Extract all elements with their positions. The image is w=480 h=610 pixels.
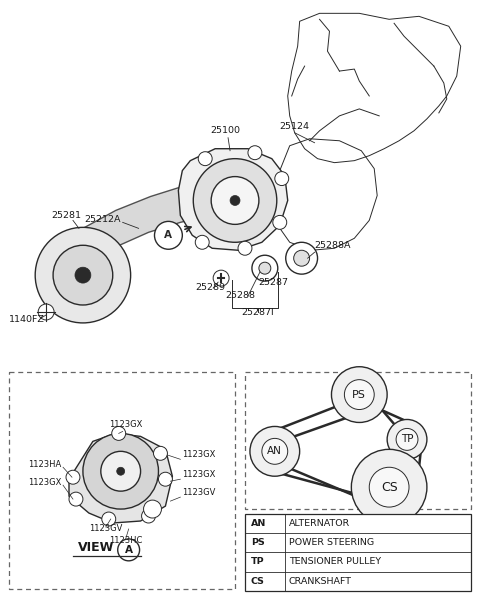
Circle shape <box>248 146 262 160</box>
Text: 25281: 25281 <box>51 212 81 220</box>
Text: 1123GV: 1123GV <box>89 524 122 533</box>
Polygon shape <box>179 149 288 250</box>
Circle shape <box>38 304 54 320</box>
Circle shape <box>158 472 172 486</box>
Circle shape <box>351 450 427 525</box>
Circle shape <box>294 250 310 266</box>
Text: TP: TP <box>251 558 264 567</box>
Text: 25289: 25289 <box>195 283 225 292</box>
Text: 25288: 25288 <box>225 291 255 300</box>
Circle shape <box>142 509 156 523</box>
Circle shape <box>144 500 161 518</box>
Text: TP: TP <box>401 434 413 445</box>
Circle shape <box>35 228 131 323</box>
Circle shape <box>259 262 271 274</box>
Text: AN: AN <box>251 519 266 528</box>
Text: VIEW: VIEW <box>78 541 114 554</box>
Circle shape <box>102 512 116 526</box>
Polygon shape <box>83 173 235 322</box>
Circle shape <box>53 245 113 305</box>
Text: 1123GX: 1123GX <box>182 450 216 459</box>
Text: AN: AN <box>267 447 282 456</box>
Circle shape <box>387 420 427 459</box>
Text: 25212A: 25212A <box>84 215 120 224</box>
Text: 1123GV: 1123GV <box>182 488 216 497</box>
Circle shape <box>211 176 259 224</box>
Text: 25124: 25124 <box>280 122 310 131</box>
Text: CRANKSHAFT: CRANKSHAFT <box>288 576 352 586</box>
Circle shape <box>198 152 212 166</box>
Circle shape <box>286 242 318 274</box>
Text: CS: CS <box>381 481 397 493</box>
Circle shape <box>262 439 288 464</box>
Text: A: A <box>125 545 132 555</box>
Text: PS: PS <box>251 538 264 547</box>
Text: 25287I: 25287I <box>241 308 274 317</box>
Polygon shape <box>245 514 471 590</box>
Circle shape <box>275 171 288 185</box>
Circle shape <box>252 255 278 281</box>
Circle shape <box>112 426 126 440</box>
Circle shape <box>154 447 168 461</box>
Text: 1123HA: 1123HA <box>28 461 61 469</box>
Circle shape <box>83 434 158 509</box>
Text: 25287: 25287 <box>258 278 288 287</box>
Circle shape <box>69 492 83 506</box>
Circle shape <box>155 221 182 249</box>
Circle shape <box>238 242 252 255</box>
Circle shape <box>369 467 409 507</box>
Circle shape <box>213 270 229 286</box>
Text: 25288A: 25288A <box>314 242 351 250</box>
Circle shape <box>250 426 300 476</box>
Text: ALTERNATOR: ALTERNATOR <box>288 519 350 528</box>
Text: TENSIONER PULLEY: TENSIONER PULLEY <box>288 558 381 567</box>
Circle shape <box>66 470 80 484</box>
Text: 25100: 25100 <box>210 126 240 135</box>
Circle shape <box>230 195 240 206</box>
Text: CS: CS <box>251 576 265 586</box>
Circle shape <box>396 428 418 450</box>
Text: POWER STEERING: POWER STEERING <box>288 538 374 547</box>
Text: 1123GX: 1123GX <box>182 470 216 479</box>
Circle shape <box>273 215 287 229</box>
Text: 1123GX: 1123GX <box>109 420 143 429</box>
Circle shape <box>101 451 141 491</box>
Text: 1123HC: 1123HC <box>109 536 143 545</box>
Polygon shape <box>69 434 172 523</box>
Circle shape <box>344 379 374 409</box>
Circle shape <box>195 235 209 249</box>
Circle shape <box>117 467 125 475</box>
Text: 1140FZ: 1140FZ <box>9 315 45 324</box>
Circle shape <box>75 267 91 283</box>
Text: A: A <box>165 231 172 240</box>
Text: PS: PS <box>352 390 366 400</box>
Circle shape <box>332 367 387 423</box>
Circle shape <box>118 539 140 561</box>
Text: 1123GX: 1123GX <box>28 478 61 487</box>
Circle shape <box>193 159 277 242</box>
